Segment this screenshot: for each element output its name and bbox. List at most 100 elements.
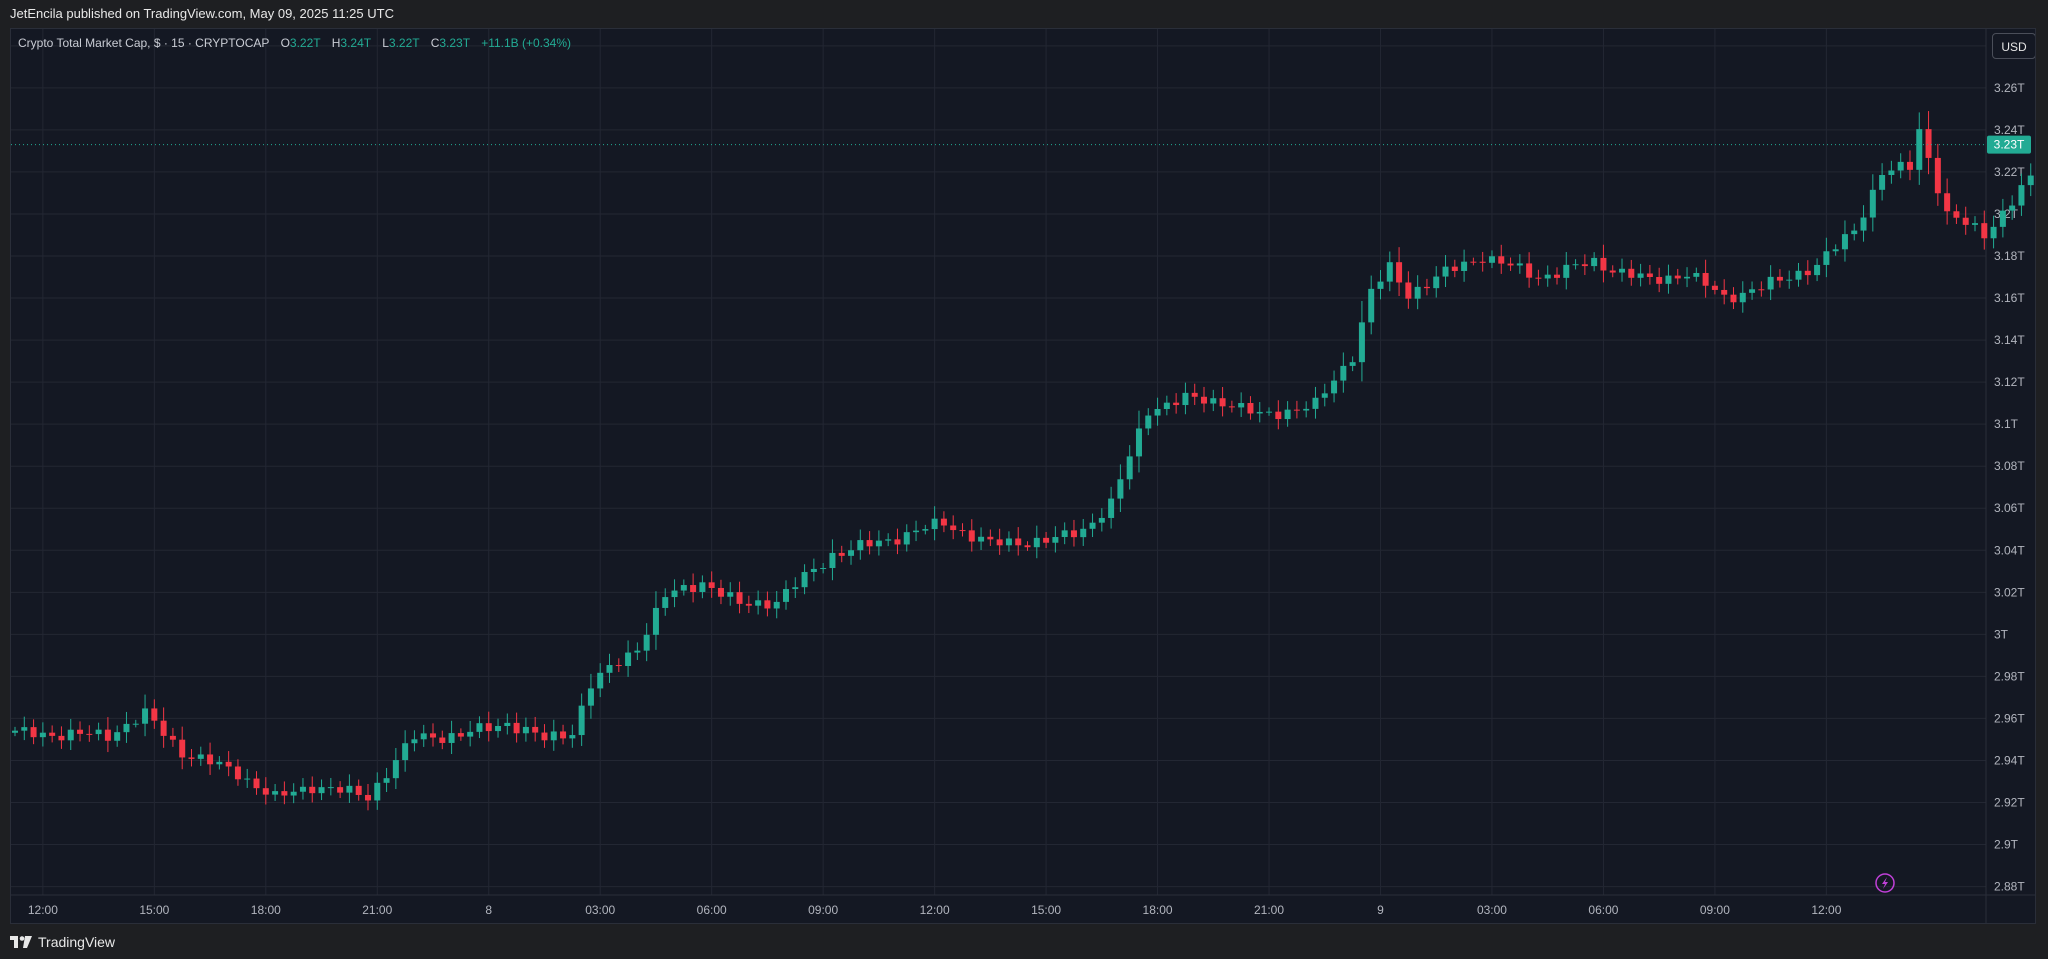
candle-body bbox=[39, 732, 46, 738]
candle-body bbox=[1219, 398, 1226, 407]
candle-body bbox=[652, 607, 659, 635]
chart-frame[interactable]: 3.28T3.26T3.24T3.22T3.2T3.18T3.16T3.14T3… bbox=[10, 28, 2036, 924]
candle-body bbox=[829, 552, 836, 569]
candle-body bbox=[615, 665, 622, 667]
candle-body bbox=[1721, 289, 1728, 295]
candle-body bbox=[318, 787, 325, 794]
candle-body bbox=[132, 723, 139, 725]
candle-body bbox=[1414, 286, 1421, 299]
candle-body bbox=[21, 727, 28, 731]
candle-body bbox=[1117, 479, 1124, 499]
lightning-icon bbox=[1875, 873, 1895, 893]
candle-body bbox=[12, 730, 18, 733]
candle-body bbox=[142, 708, 149, 724]
candle-body bbox=[1442, 266, 1449, 277]
candle-body bbox=[1526, 263, 1533, 278]
last-price-badge bbox=[1987, 135, 2031, 154]
candle-body bbox=[1814, 264, 1821, 276]
candle-body bbox=[1266, 411, 1273, 413]
candle-body bbox=[467, 731, 474, 737]
y-tick-label: 3.08T bbox=[1994, 459, 2025, 473]
x-tick-label: 03:00 bbox=[585, 903, 615, 917]
candle-body bbox=[1739, 292, 1746, 303]
candlestick-chart[interactable]: 3.28T3.26T3.24T3.22T3.2T3.18T3.16T3.14T3… bbox=[11, 29, 2036, 924]
candle-body bbox=[597, 672, 604, 689]
candle-body bbox=[810, 568, 817, 573]
symbol-legend: Crypto Total Market Cap, $ · 15 · CRYPTO… bbox=[18, 35, 571, 51]
candle-body bbox=[1972, 223, 1978, 225]
candle-body bbox=[801, 572, 808, 588]
candle-body bbox=[1163, 402, 1170, 410]
candle-body bbox=[95, 729, 102, 735]
candle-body bbox=[485, 723, 492, 732]
candle-body bbox=[1238, 403, 1245, 408]
candle-body bbox=[179, 739, 186, 758]
candle-body bbox=[1386, 262, 1393, 282]
candle-body bbox=[875, 540, 882, 547]
high-label: H bbox=[331, 36, 341, 50]
candle-body bbox=[569, 735, 576, 739]
candle-body bbox=[764, 600, 771, 609]
candle-body bbox=[1368, 288, 1375, 323]
candle-body bbox=[476, 723, 483, 732]
change-value: +11.1B (+0.34%) bbox=[481, 36, 572, 50]
candle-body bbox=[1711, 285, 1718, 290]
candle-body bbox=[1507, 263, 1514, 266]
candle-body bbox=[792, 587, 799, 590]
candle-body bbox=[114, 732, 121, 741]
currency-button[interactable]: USD bbox=[1992, 33, 2035, 59]
y-tick-label: 3.18T bbox=[1994, 249, 2025, 263]
y-tick-label: 3.04T bbox=[1994, 543, 2025, 557]
candle-body bbox=[782, 589, 789, 602]
candle-body bbox=[643, 634, 650, 651]
candle-body bbox=[1563, 264, 1570, 278]
candle-body bbox=[987, 536, 994, 540]
candle-body bbox=[885, 539, 892, 541]
y-tick-label: 3.1T bbox=[1994, 417, 2019, 431]
candle-body bbox=[1646, 273, 1653, 278]
y-tick-label: 2.9T bbox=[1994, 838, 2019, 852]
candle-body bbox=[699, 582, 706, 592]
candle-body bbox=[1944, 193, 1951, 212]
candle-body bbox=[968, 530, 975, 542]
candle-body bbox=[996, 539, 1003, 546]
candle-body bbox=[1043, 537, 1050, 543]
candle-body bbox=[1851, 230, 1858, 235]
candle-body bbox=[216, 761, 223, 765]
candle-body bbox=[1070, 530, 1077, 538]
candle-body bbox=[1841, 234, 1848, 250]
candle-body bbox=[773, 601, 780, 609]
candle-body bbox=[1869, 189, 1876, 218]
candle-body bbox=[1516, 263, 1523, 266]
candle-body bbox=[1015, 538, 1022, 546]
candle-body bbox=[1340, 365, 1347, 381]
candle-body bbox=[1665, 275, 1672, 284]
x-tick-label: 8 bbox=[485, 903, 492, 917]
x-tick-label: 12:00 bbox=[28, 903, 58, 917]
candle-body bbox=[634, 650, 641, 653]
candle-body bbox=[1154, 409, 1161, 416]
tradingview-logo[interactable]: TradingView bbox=[10, 932, 115, 952]
candle-body bbox=[745, 603, 752, 606]
candle-body bbox=[1990, 226, 1997, 239]
symbol-title[interactable]: Crypto Total Market Cap, $ · 15 · CRYPTO… bbox=[18, 36, 270, 50]
x-tick-label: 09:00 bbox=[1700, 903, 1730, 917]
candle-body bbox=[1619, 268, 1626, 273]
candle-body bbox=[522, 726, 529, 734]
x-tick-label: 21:00 bbox=[362, 903, 392, 917]
x-tick-label: 21:00 bbox=[1254, 903, 1284, 917]
candle-body bbox=[1637, 273, 1644, 278]
candle-body bbox=[1321, 393, 1328, 398]
candle-body bbox=[1572, 264, 1579, 266]
candle-body bbox=[1303, 408, 1310, 411]
candle-body bbox=[402, 743, 409, 761]
candle-body bbox=[1451, 266, 1458, 271]
candle-body bbox=[625, 652, 632, 666]
candle-body bbox=[1544, 274, 1551, 279]
close-value: 3.23T bbox=[439, 36, 470, 50]
candle-body bbox=[1247, 403, 1254, 414]
candle-body bbox=[104, 729, 111, 741]
candle-body bbox=[1535, 277, 1542, 279]
candle-body bbox=[197, 754, 204, 759]
candle-body bbox=[188, 757, 195, 759]
